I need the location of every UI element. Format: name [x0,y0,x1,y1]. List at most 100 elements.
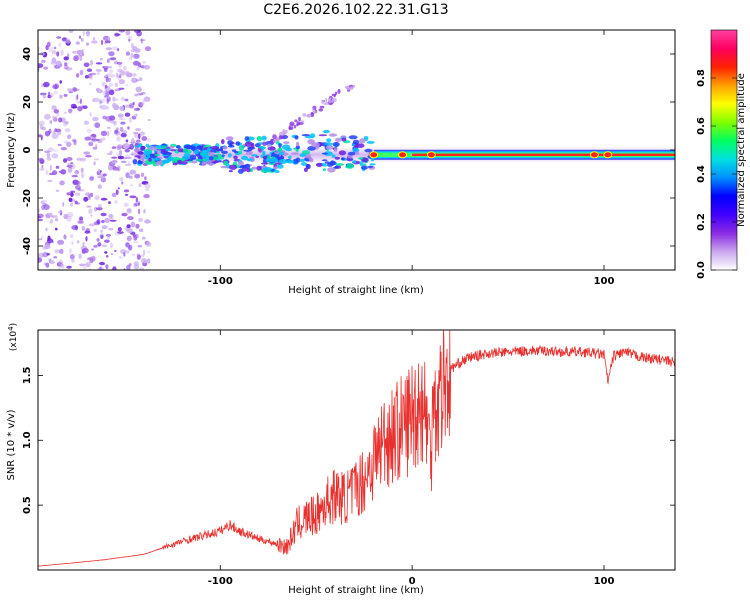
noise-blob [108,51,115,57]
noise-blob [54,128,58,132]
trace-blob [369,163,376,166]
noise-blob [47,235,51,241]
noise-blob [60,263,63,268]
trace-blob [335,137,342,142]
noise-blob [60,147,67,151]
noise-blob [128,171,135,175]
chart-title: C2E6.2026.102.22.31.G13 [263,2,448,18]
noise-blob [114,33,121,36]
noise-blob [94,122,101,129]
branch-blob [262,141,267,147]
noise-blob [134,133,140,139]
noise-blob [104,40,111,44]
noise-blob [53,256,58,259]
trace-blob [235,141,241,146]
noise-blob [130,183,133,187]
noise-blob [86,68,93,72]
noise-blob [113,250,117,252]
trace-blob [335,163,345,166]
noise-blob [123,252,126,257]
noise-blob [55,165,60,169]
trace-blob [195,158,203,162]
noise-blob [131,253,136,257]
noise-blob [96,72,100,75]
noise-blob [59,80,62,84]
trace-blob [234,151,239,154]
snr-x-tick-label: 100 [594,576,615,587]
noise-blob [96,238,100,242]
noise-blob [125,172,130,179]
noise-blob [126,71,130,78]
noise-blob [121,181,124,185]
noise-blob [144,46,152,52]
trace-blob [262,150,266,155]
noise-blob [93,244,98,248]
noise-blob [123,66,127,71]
noise-blob [117,231,124,234]
trace-blob [346,158,353,162]
noise-blob [66,192,72,196]
noise-blob [112,96,116,102]
colorbar-tick-label: 0.4 [696,165,707,183]
noise-blob [123,202,129,208]
noise-blob [52,117,57,121]
trace-blob [249,151,253,155]
trace-blob [143,150,151,156]
noise-blob [125,51,130,56]
branch-blob [305,114,311,117]
branch-blob [294,119,298,123]
noise-blob [99,58,103,61]
noise-blob [66,215,72,222]
trace-blob [228,153,232,158]
noise-blob [129,169,137,175]
noise-blob [41,59,46,64]
spectrogram-y-tick-label: -20 [22,189,33,207]
trace-blob [276,164,284,169]
noise-blob [112,266,117,270]
noise-blob [134,173,141,179]
noise-blob [105,47,113,51]
noise-blob [71,106,78,109]
trace-blob [251,166,257,170]
noise-blob [125,84,128,87]
noise-blob [87,195,91,201]
noise-blob [124,154,130,158]
noise-blob [90,214,93,217]
noise-blob [145,241,152,247]
trace-blob [274,151,280,154]
noise-blob [50,60,57,65]
noise-blob [64,121,69,125]
noise-blob [133,263,140,270]
trace-blob [346,163,355,169]
noise-blob [130,138,135,144]
noise-blob [67,162,70,166]
noise-blob [109,57,117,61]
trace-hotspot [369,151,379,159]
noise-blob [118,30,126,33]
trace-blob [324,161,331,164]
noise-blob [66,164,73,168]
noise-blob [93,161,96,166]
noise-blob [104,84,108,89]
noise-blob [143,96,151,102]
noise-blob [49,221,52,224]
noise-blob [71,174,79,178]
noise-blob [131,77,138,84]
noise-blob [100,137,106,141]
noise-blob [108,165,113,171]
trace-blob [308,157,313,161]
trace-blob [270,157,279,163]
snr-y-tick-label: 1.0 [22,431,33,449]
noise-blob [47,179,53,183]
noise-blob [47,46,53,53]
noise-blob [109,74,116,78]
noise-blob [67,134,72,139]
noise-blob [46,157,52,161]
noise-blob [48,91,51,97]
noise-blob [111,146,117,149]
noise-blob [81,53,85,57]
noise-blob [67,212,74,218]
noise-blob [97,242,102,247]
noise-blob [141,236,146,240]
branch-blob [312,108,315,112]
